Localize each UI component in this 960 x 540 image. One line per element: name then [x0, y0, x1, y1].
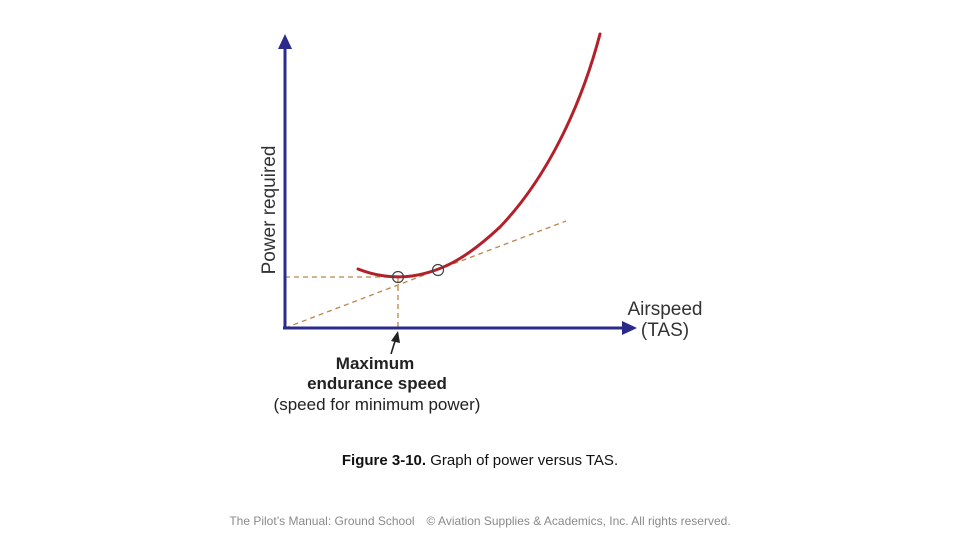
annotation-subtitle: (speed for minimum power)	[274, 395, 481, 414]
annotation-title-line1: Maximum	[336, 354, 414, 373]
tangent-point-marker	[431, 263, 445, 277]
y-axis-label: Power required	[259, 146, 280, 275]
minimum-power-marker	[391, 270, 405, 284]
x-axis-arrowhead	[622, 321, 637, 335]
figure-text: Graph of power versus TAS.	[430, 452, 619, 469]
y-axis-arrowhead	[278, 34, 292, 49]
annotation-title-line2: endurance speed	[307, 374, 447, 393]
figure-label: Figure 3-10.	[341, 452, 427, 469]
annotation-arrowhead	[391, 331, 400, 343]
figure-caption: Figure 3-10. Graph of power versus TAS.	[0, 452, 960, 469]
x-axis-label-line1: Airspeed	[628, 299, 703, 320]
footer: The Pilot’s Manual: Ground School © Aviat…	[0, 514, 960, 528]
power-required-curve	[356, 32, 602, 279]
footer-copyright: © Aviation Supplies & Academics, Inc. Al…	[426, 514, 731, 528]
footer-book-title: The Pilot’s Manual: Ground School	[229, 514, 415, 528]
x-axis-label-line2: (TAS)	[641, 320, 689, 341]
